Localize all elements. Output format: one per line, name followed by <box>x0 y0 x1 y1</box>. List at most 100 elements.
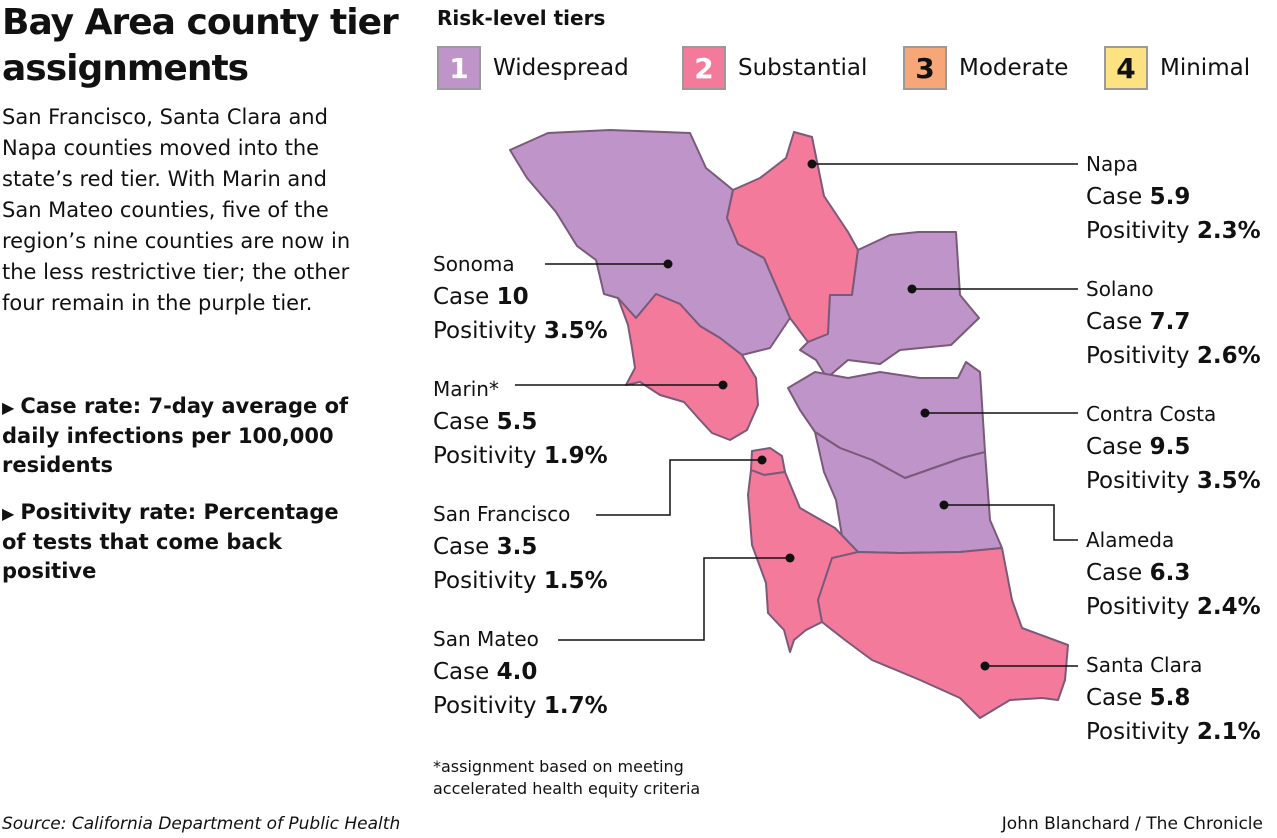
leader-line <box>944 504 1078 541</box>
positivity-value: 2.4% <box>1196 594 1261 620</box>
positivity-label: Positivity <box>1086 343 1190 369</box>
case-rate: Case 4.0 <box>433 655 608 689</box>
county-name: Napa <box>1086 152 1139 176</box>
page-title: Bay Area county tier assignments <box>2 2 399 89</box>
county-dot <box>807 159 817 169</box>
positivity-value: 3.5% <box>1196 468 1261 494</box>
case-label: Case <box>1086 309 1143 335</box>
county-label-alameda: Alameda Case 6.3 Positivity 2.4% <box>1086 524 1261 624</box>
tier-number: 4 <box>1116 51 1136 85</box>
tier-number: 1 <box>449 51 469 85</box>
county-name: San Mateo <box>433 627 539 651</box>
legend-label: Moderate <box>959 55 1069 81</box>
case-rate: Case 5.5 <box>433 405 608 439</box>
case-value: 5.9 <box>1149 184 1191 210</box>
case-rate: Case 3.5 <box>433 530 608 564</box>
case-value: 5.8 <box>1149 685 1191 711</box>
positivity-value: 1.7% <box>543 693 608 719</box>
county-name: Santa Clara <box>1086 653 1203 677</box>
leader-line <box>558 557 790 641</box>
county-dot <box>718 380 728 390</box>
positivity-rate: Positivity 2.1% <box>1086 715 1261 749</box>
positivity-label: Positivity <box>1086 468 1190 494</box>
case-rate: Case 6.3 <box>1086 556 1261 590</box>
intro-text: San Francisco, Santa Clara and Napa coun… <box>2 105 351 315</box>
legend-item-minimal: 4 Minimal <box>1104 44 1250 92</box>
case-value: 3.5 <box>496 534 538 560</box>
legend-title: Risk-level tiers <box>437 6 606 30</box>
case-label: Case <box>1086 434 1143 460</box>
tier-number: 3 <box>915 51 935 85</box>
case-label: Case <box>433 659 490 685</box>
positivity-rate: Positivity 3.5% <box>433 314 608 348</box>
positivity-label: Positivity <box>433 568 537 594</box>
positivity-value: 2.6% <box>1196 343 1261 369</box>
case-rate: Case 10 <box>433 280 608 314</box>
positivity-value: 1.9% <box>543 443 608 469</box>
case-value: 9.5 <box>1149 434 1191 460</box>
positivity-rate: Positivity 1.9% <box>433 439 608 473</box>
county-dot <box>939 500 949 510</box>
author-credit: John Blanchard / The Chronicle <box>1001 814 1263 834</box>
case-label: Case <box>1086 560 1143 586</box>
positivity-value: 1.5% <box>543 568 608 594</box>
county-name: Sonoma <box>433 252 515 276</box>
county-label-san-mateo: San Mateo Case 4.0 Positivity 1.7% <box>433 623 608 723</box>
county-label-solano: Solano Case 7.7 Positivity 2.6% <box>1086 273 1261 373</box>
county-name: Alameda <box>1086 528 1175 552</box>
positivity-label: Positivity <box>1086 594 1190 620</box>
case-label: Case <box>433 409 490 435</box>
case-label: Case <box>1086 685 1143 711</box>
case-rate: Case 5.9 <box>1086 180 1261 214</box>
county-label-marin: Marin* Case 5.5 Positivity 1.9% <box>433 373 608 473</box>
county-label-sonoma: Sonoma Case 10 Positivity 3.5% <box>433 248 608 348</box>
county-label-santa-clara: Santa Clara Case 5.8 Positivity 2.1% <box>1086 649 1261 749</box>
county-marin <box>617 293 759 441</box>
positivity-label: Positivity <box>433 693 537 719</box>
county-label-contra-costa: Contra Costa Case 9.5 Positivity 3.5% <box>1086 398 1261 498</box>
legend-label: Substantial <box>738 55 868 81</box>
county-name: Solano <box>1086 277 1154 301</box>
legend-swatch: 2 <box>682 46 726 90</box>
triangle-right-icon: ▶ <box>2 398 15 417</box>
case-label: Case <box>433 534 490 560</box>
case-value: 4.0 <box>496 659 538 685</box>
county-label-san-francisco: San Francisco Case 3.5 Positivity 1.5% <box>433 498 608 598</box>
county-name: Contra Costa <box>1086 402 1217 426</box>
case-label: Case <box>433 284 490 310</box>
county-name: Marin* <box>433 377 499 401</box>
triangle-right-icon: ▶ <box>2 504 15 523</box>
county-label-napa: Napa Case 5.9 Positivity 2.3% <box>1086 148 1261 248</box>
county-solano <box>799 231 980 379</box>
positivity-rate: Positivity 1.5% <box>433 564 608 598</box>
case-value: 7.7 <box>1149 309 1191 335</box>
county-dot <box>907 284 917 294</box>
legend-item-widespread: 1 Widespread <box>437 44 629 92</box>
definition-positivity-rate: ▶ Positivity rate: Percentage of tests th… <box>2 498 362 586</box>
positivity-value: 3.5% <box>543 318 608 344</box>
county-dot <box>785 553 795 563</box>
case-rate: Case 7.7 <box>1086 305 1261 339</box>
positivity-label: Positivity <box>1086 218 1190 244</box>
county-santa-clara <box>817 547 1069 719</box>
legend-item-moderate: 3 Moderate <box>903 44 1068 92</box>
case-value: 10 <box>496 284 529 310</box>
county-san-mateo <box>747 469 859 653</box>
case-value: 6.3 <box>1149 560 1191 586</box>
case-value: 5.5 <box>496 409 538 435</box>
positivity-label: Positivity <box>433 443 537 469</box>
positivity-rate: Positivity 2.4% <box>1086 590 1261 624</box>
legend-label: Widespread <box>493 55 629 81</box>
county-dot <box>757 455 767 465</box>
definition-case-rate: ▶ Case rate: 7-day average of daily infec… <box>2 392 362 480</box>
legend-swatch: 4 <box>1104 46 1148 90</box>
county-dot <box>980 661 990 671</box>
legend: 1 Widespread 2 Substantial 3 Moderate 4 … <box>437 44 1277 92</box>
positivity-rate: Positivity 2.3% <box>1086 214 1261 248</box>
county-dot <box>663 259 673 269</box>
positivity-label: Positivity <box>433 318 537 344</box>
positivity-value: 2.1% <box>1196 719 1261 745</box>
legend-swatch: 3 <box>903 46 947 90</box>
legend-swatch: 1 <box>437 46 481 90</box>
